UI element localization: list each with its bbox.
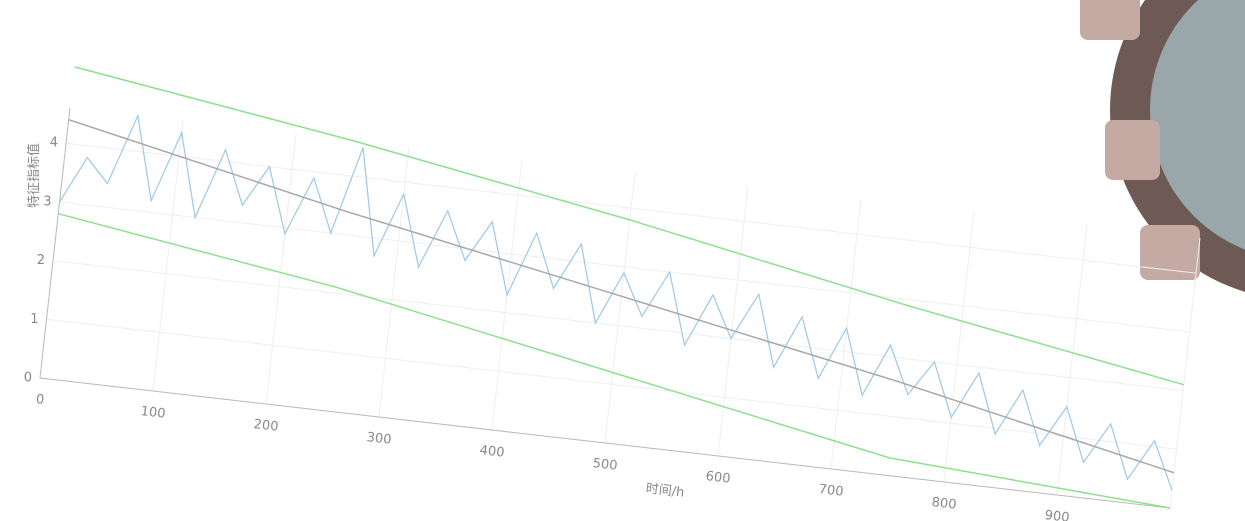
- x-tick-label: 700: [818, 482, 844, 500]
- y-tick-label: 0: [24, 371, 32, 386]
- y-axis-label: 特征指标值: [26, 143, 42, 208]
- grid-line: [1169, 237, 1201, 509]
- y-tick-label: 4: [50, 136, 58, 151]
- grid-line: [604, 172, 636, 444]
- gear-tooth: [1080, 0, 1140, 40]
- series-line: [74, 66, 1184, 386]
- y-axis: [39, 107, 71, 379]
- series-line: [68, 118, 1175, 474]
- x-tick-label: 100: [140, 404, 166, 422]
- grid-line: [1056, 224, 1088, 496]
- x-axis: [39, 377, 1171, 509]
- plot-area: 0123401002003004005006007008009001000时间/…: [24, 66, 1201, 521]
- x-tick-label: 900: [1044, 508, 1070, 521]
- y-tick-label: 1: [30, 312, 38, 327]
- grid-line: [943, 211, 975, 483]
- x-tick-label: 300: [366, 430, 392, 448]
- x-tick-label: 500: [592, 456, 618, 474]
- gear-decoration: [1080, 0, 1245, 292]
- x-tick-label: 400: [479, 443, 505, 461]
- gear-tooth: [1140, 225, 1200, 280]
- grid-line: [152, 120, 184, 392]
- gear-face: [1150, 0, 1245, 250]
- x-tick-label: 600: [705, 469, 731, 487]
- grid-line: [717, 185, 749, 457]
- x-tick-label: 200: [253, 417, 279, 435]
- y-tick-label: 3: [43, 194, 51, 209]
- x-tick-label: 800: [931, 495, 957, 513]
- y-tick-label: 2: [37, 253, 45, 268]
- x-axis-label: 时间/h: [645, 481, 685, 500]
- grid-line: [830, 198, 862, 470]
- gear-tooth: [1105, 120, 1160, 180]
- series-line: [58, 212, 1171, 509]
- x-tick-label: 0: [35, 392, 45, 408]
- grid-line: [378, 146, 410, 418]
- grid-line: [265, 133, 297, 405]
- series-line: [58, 113, 1173, 491]
